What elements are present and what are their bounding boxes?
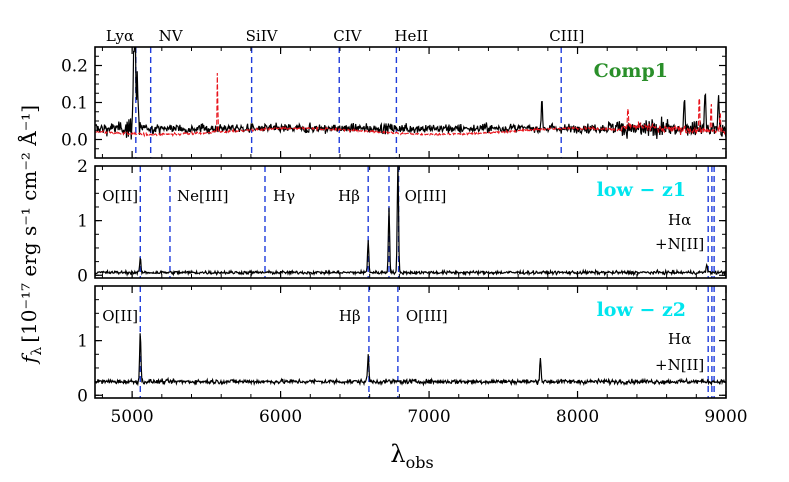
panel-title: Comp1 bbox=[594, 60, 668, 82]
line-label-Hβ: Hβ bbox=[339, 307, 361, 325]
x-axis-label-main: λ bbox=[390, 440, 405, 468]
model-series bbox=[95, 72, 726, 138]
line-label-SiIV: SiIV bbox=[246, 27, 279, 45]
line-label-O[II]: O[II] bbox=[102, 307, 138, 325]
x-tick-label: 6000 bbox=[259, 407, 302, 427]
line-label-+N[II]: +N[II] bbox=[655, 356, 704, 374]
line-label-O[II]: O[II] bbox=[102, 187, 138, 205]
y-tick-label: 0.2 bbox=[61, 57, 88, 77]
panel-title: low − z1 bbox=[597, 179, 686, 201]
x-tick-label: 8000 bbox=[556, 407, 599, 427]
shared-x-axis: 5000 6000 7000 8000 9000 bbox=[110, 407, 747, 427]
line-label-O[III]: O[III] bbox=[405, 187, 447, 205]
panels-group: 0.0 0.1 0.2 Comp1 0 1 2 low − z1 0 1 low − z2 Lyα NV… bbox=[61, 27, 727, 406]
line-label-CIV: CIV bbox=[333, 27, 362, 45]
x-tick-label: 7000 bbox=[407, 407, 450, 427]
panel-1: 0.0 0.1 0.2 Comp1 bbox=[61, 46, 727, 159]
y-axis-label: fλ[10⁻¹⁷ erg s⁻¹ cm⁻² Å⁻¹] bbox=[16, 105, 45, 365]
y-tick-label: 0.0 bbox=[61, 131, 88, 151]
panel-frame bbox=[94, 285, 727, 399]
panel-frame bbox=[94, 165, 727, 279]
y-tick-label: 1 bbox=[77, 212, 88, 232]
spectrum-series bbox=[95, 166, 726, 277]
line-label-CIII]: CIII] bbox=[549, 27, 584, 45]
line-label-O[III]: O[III] bbox=[406, 307, 448, 325]
y-tick-label: 0.1 bbox=[61, 94, 88, 114]
y-axis-label-sub: λ bbox=[29, 347, 45, 356]
x-tick-label: 9000 bbox=[704, 407, 747, 427]
line-label-Lyα: Lyα bbox=[106, 27, 134, 45]
line-label-+N[II]: +N[II] bbox=[655, 235, 704, 253]
line-label-Hα: Hα bbox=[668, 330, 691, 348]
y-axis-label-units: [10⁻¹⁷ erg s⁻¹ cm⁻² Å⁻¹] bbox=[16, 105, 41, 343]
line-label-Hβ: Hβ bbox=[338, 187, 360, 205]
spectrum-series bbox=[95, 47, 726, 140]
y-tick-label: 2 bbox=[77, 157, 88, 177]
x-tick-label: 5000 bbox=[110, 407, 153, 427]
line-label-NV: NV bbox=[159, 27, 184, 45]
y-tick-label: 1 bbox=[77, 332, 88, 352]
y-tick-label: 0 bbox=[77, 386, 88, 406]
panel-3: 0 1 low − z2 bbox=[77, 285, 727, 406]
line-label-Hγ: Hγ bbox=[273, 187, 295, 205]
panel-title: low − z2 bbox=[597, 299, 686, 321]
x-axis-label-sub: obs bbox=[406, 453, 434, 472]
y-tick-label: 0 bbox=[77, 266, 88, 286]
spectrum-series bbox=[95, 333, 726, 387]
panel-2: 0 1 2 low − z1 bbox=[77, 157, 727, 286]
line-label-HeII: HeII bbox=[394, 27, 428, 45]
line-label-Hα: Hα bbox=[668, 211, 691, 229]
x-axis-label: λobs bbox=[390, 440, 433, 472]
line-label-Ne[III]: Ne[III] bbox=[177, 187, 228, 205]
